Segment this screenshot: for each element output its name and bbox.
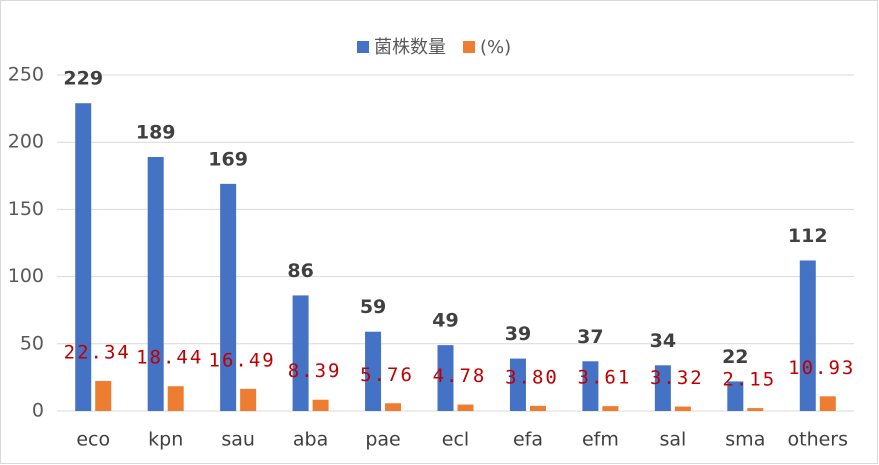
x-tick-label: aba (293, 429, 328, 451)
bar (529, 405, 546, 411)
value-label: 189 (136, 121, 176, 143)
x-tick-label: ecl (442, 429, 469, 451)
value-label: 5.76 (360, 364, 414, 386)
value-label: 229 (63, 68, 103, 90)
value-label: 112 (788, 225, 828, 247)
bar (75, 103, 92, 411)
bar (292, 295, 309, 411)
x-tick-label: sma (725, 429, 765, 451)
value-label: 3.61 (578, 367, 632, 389)
bar (819, 396, 836, 411)
value-label: 8.39 (288, 360, 342, 382)
bar (240, 388, 257, 411)
bar (674, 406, 691, 411)
bar (147, 156, 164, 411)
legend-label: (%) (480, 37, 511, 58)
value-label: 49 (432, 310, 458, 332)
legend-swatch (463, 41, 475, 53)
value-label: 37 (577, 326, 603, 348)
value-label: 10.93 (788, 357, 855, 379)
y-tick-label: 0 (32, 400, 44, 422)
x-tick-label: efm (582, 429, 619, 451)
x-tick-label: efa (513, 429, 543, 451)
value-label: 34 (650, 330, 676, 352)
value-label: 4.78 (433, 365, 487, 387)
value-label: 22 (722, 346, 748, 368)
value-label: 3.32 (650, 367, 704, 389)
bar (167, 386, 184, 411)
value-label: 86 (287, 260, 313, 282)
bar (727, 381, 744, 411)
bar (220, 183, 237, 411)
bar (385, 403, 402, 411)
x-tick-label: sal (659, 429, 686, 451)
value-label: 16.49 (209, 349, 276, 371)
bar (365, 331, 382, 411)
y-tick-label: 200 (8, 131, 44, 153)
bar (747, 408, 764, 411)
y-tick-label: 50 (20, 332, 44, 354)
bar (582, 361, 599, 411)
bar (602, 406, 619, 411)
y-tick-label: 150 (8, 198, 44, 220)
value-label: 59 (360, 296, 386, 318)
x-tick-label: others (788, 429, 849, 451)
y-tick-label: 100 (8, 265, 44, 287)
x-tick-label: kpn (148, 429, 183, 451)
legend-label: 菌株数量 (374, 37, 446, 58)
legend-swatch (357, 41, 369, 53)
value-label: 22.34 (64, 341, 131, 363)
bar (799, 260, 816, 411)
bar (457, 404, 474, 411)
bar (509, 358, 526, 411)
bar (95, 380, 112, 411)
y-tick-label: 250 (8, 64, 44, 86)
value-label: 39 (505, 323, 531, 345)
x-tick-label: sau (221, 429, 255, 451)
value-label: 2.15 (722, 369, 776, 391)
x-tick-label: eco (76, 429, 110, 451)
value-label: 3.80 (505, 366, 559, 388)
bar (654, 365, 671, 411)
bar (312, 399, 329, 411)
bar (437, 345, 454, 411)
value-label: 18.44 (136, 347, 203, 369)
x-tick-label: pae (365, 429, 400, 451)
legend: 菌株数量 (%) (357, 37, 511, 58)
value-label: 169 (208, 148, 248, 170)
